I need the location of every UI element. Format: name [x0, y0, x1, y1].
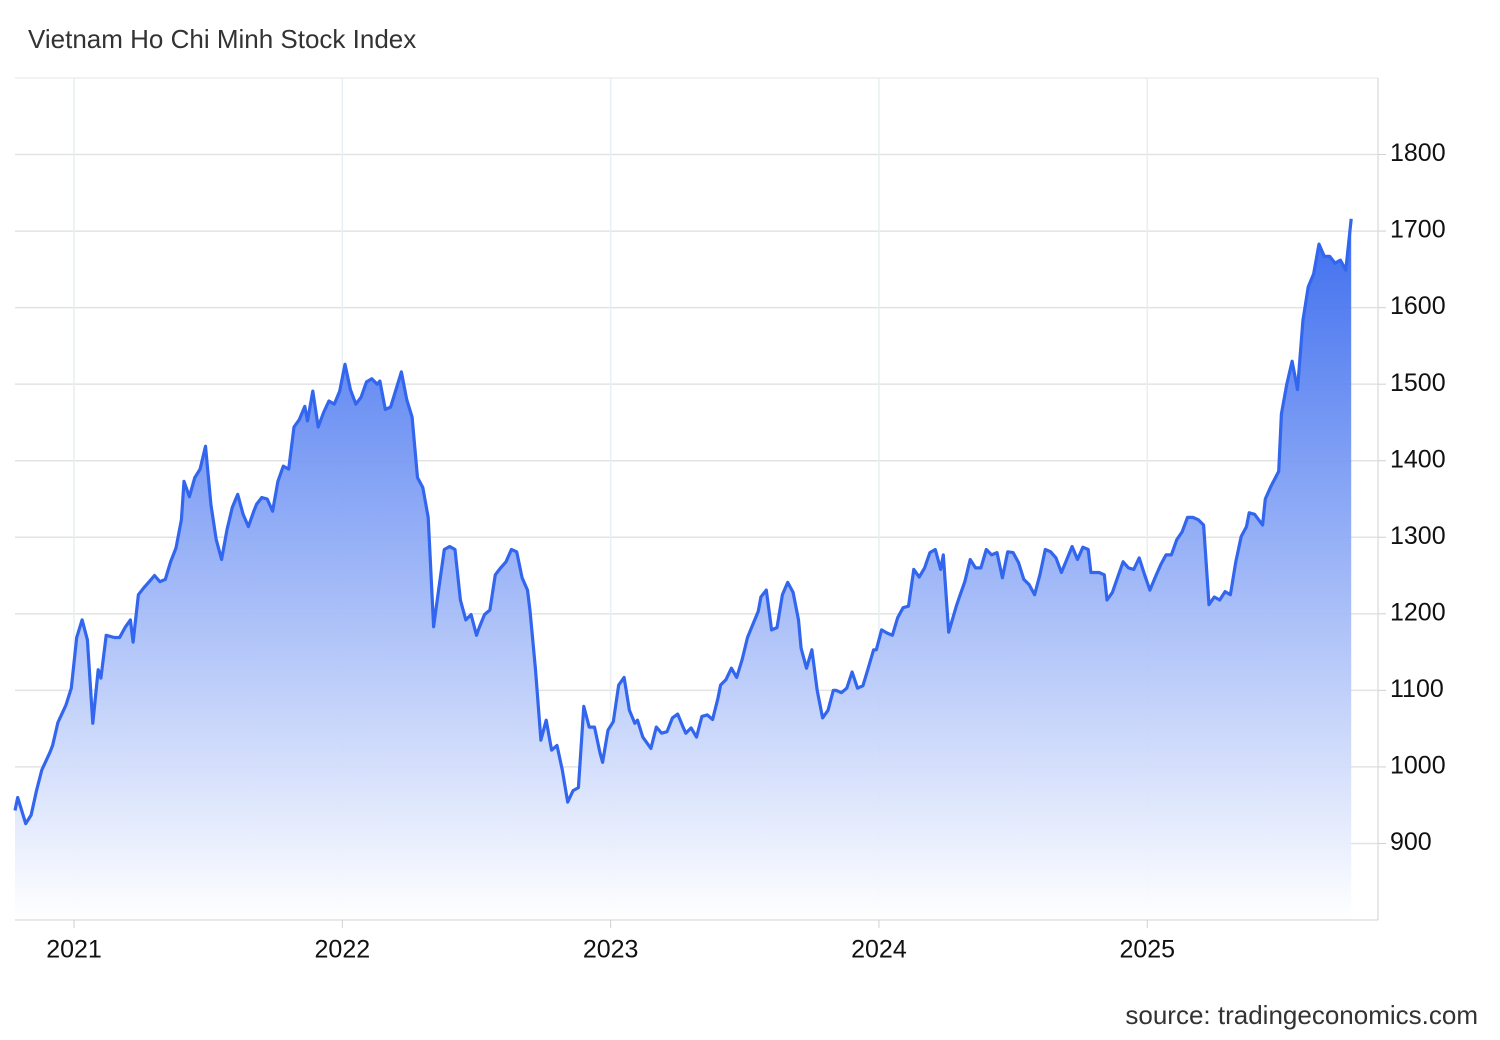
x-tick-label: 2022: [315, 936, 371, 964]
y-tick-label: 1700: [1390, 216, 1446, 244]
y-tick-label: 1500: [1390, 369, 1446, 397]
y-tick-label: 1600: [1390, 292, 1446, 320]
area-fill: [15, 218, 1352, 921]
x-tick-label: 2025: [1119, 936, 1175, 964]
x-tick-label: 2023: [583, 936, 639, 964]
x-tick-label: 2021: [46, 936, 102, 964]
y-tick-label: 1800: [1390, 139, 1446, 167]
source: source: tradingeconomics.com: [1125, 1000, 1478, 1030]
y-tick-label: 1200: [1390, 598, 1446, 626]
x-tick-label: 2024: [851, 936, 907, 964]
chart-title: Vietnam Ho Chi Minh Stock Index: [28, 24, 416, 54]
y-tick-label: 1100: [1390, 675, 1444, 703]
y-tick-label: 1000: [1390, 752, 1446, 780]
y-tick-label: 1400: [1390, 445, 1446, 473]
line: [13, 218, 1353, 826]
y-tick-label: 1300: [1390, 522, 1446, 550]
y-tick-label: 900: [1390, 828, 1432, 856]
